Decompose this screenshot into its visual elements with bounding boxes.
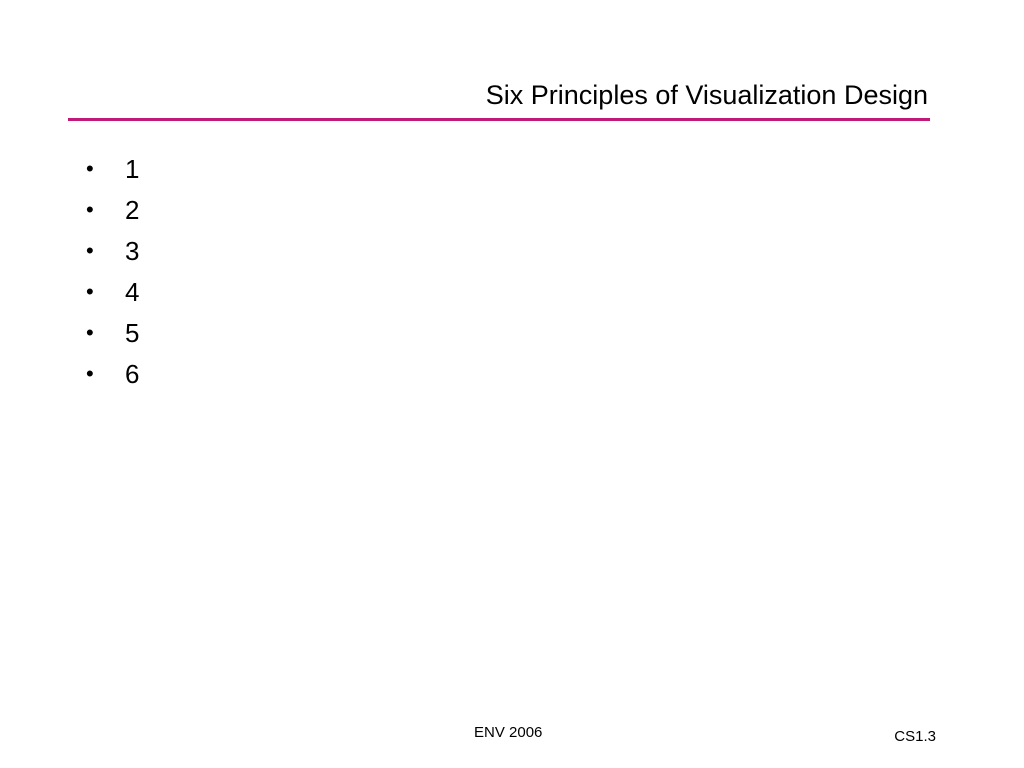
slide-title: Six Principles of Visualization Design (485, 80, 928, 110)
list-item: • 5 (86, 314, 139, 355)
list-item-text: 2 (125, 195, 140, 225)
list-item: • 3 (86, 232, 139, 273)
bullet-icon: • (86, 238, 94, 263)
list-item: • 4 (86, 273, 139, 314)
list-item-text: 3 (125, 236, 140, 266)
bullet-list: • 1 • 2 • 3 • 4 • 5 • 6 (86, 150, 139, 396)
bullet-icon: • (86, 197, 94, 222)
bullet-icon: • (86, 361, 94, 386)
bullet-icon: • (86, 279, 94, 304)
list-item-text: 1 (125, 154, 140, 184)
list-item: • 2 (86, 191, 139, 232)
list-item-text: 5 (125, 318, 140, 348)
list-item: • 6 (86, 355, 139, 396)
bullet-icon: • (86, 320, 94, 345)
list-item-text: 6 (125, 359, 140, 389)
title-divider (68, 118, 930, 121)
list-item-text: 4 (125, 277, 140, 307)
slide-number: CS1.3 (894, 728, 936, 745)
bullet-icon: • (86, 156, 94, 181)
list-item: • 1 (86, 150, 139, 191)
footer-event-label: ENV 2006 (474, 724, 543, 741)
